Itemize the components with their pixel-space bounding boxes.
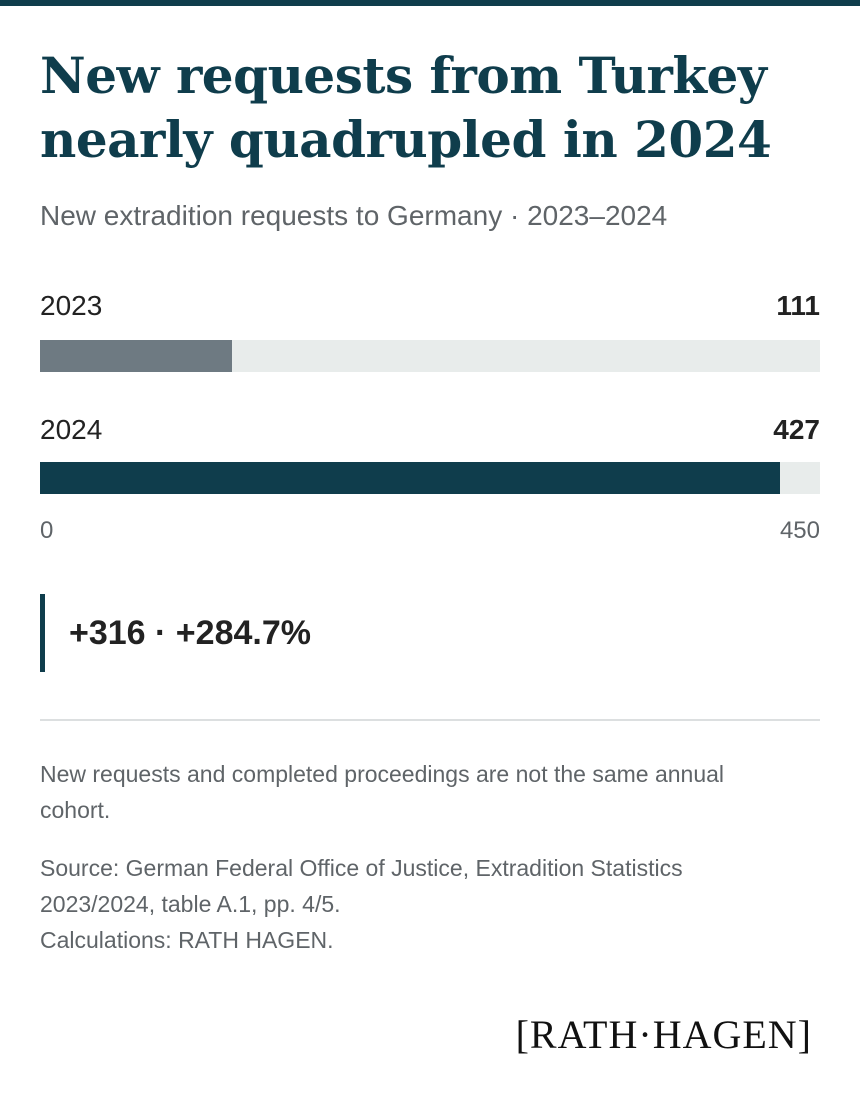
change-callout: +316 · +284.7%: [40, 594, 311, 672]
source-line: Source: German Federal Office of Justice…: [40, 855, 683, 917]
bar-2024: [40, 462, 780, 494]
brand-logo: [RATH·HAGEN]: [515, 1012, 812, 1057]
page-title: New requests from Turkey nearly quadrupl…: [40, 46, 772, 169]
bar-track-2024: [40, 462, 820, 494]
top-rule: [0, 0, 860, 6]
bar-track-2023: [40, 340, 820, 372]
bar-value-2023: 111: [776, 290, 820, 321]
page-subtitle: New extradition requests to Germany · 20…: [40, 200, 668, 231]
bar-label-2023: 2023: [40, 290, 103, 321]
bar-value-2024: 427: [773, 414, 820, 445]
axis-tick-max: 450: [779, 517, 820, 544]
change-callout-text: +316 · +284.7%: [69, 613, 311, 652]
footnote: New requests and completed proceedings a…: [40, 761, 725, 823]
divider: [40, 719, 820, 721]
axis-tick-min: 0: [40, 517, 54, 544]
bar-label-2024: 2024: [40, 414, 103, 445]
bar-2023: [40, 340, 232, 372]
source-note: Source: German Federal Office of Justice…: [40, 850, 800, 958]
calculations-line: Calculations: RATH HAGEN.: [40, 927, 334, 953]
bar-chart: 2023 111 2024 427 0 450: [40, 286, 820, 556]
